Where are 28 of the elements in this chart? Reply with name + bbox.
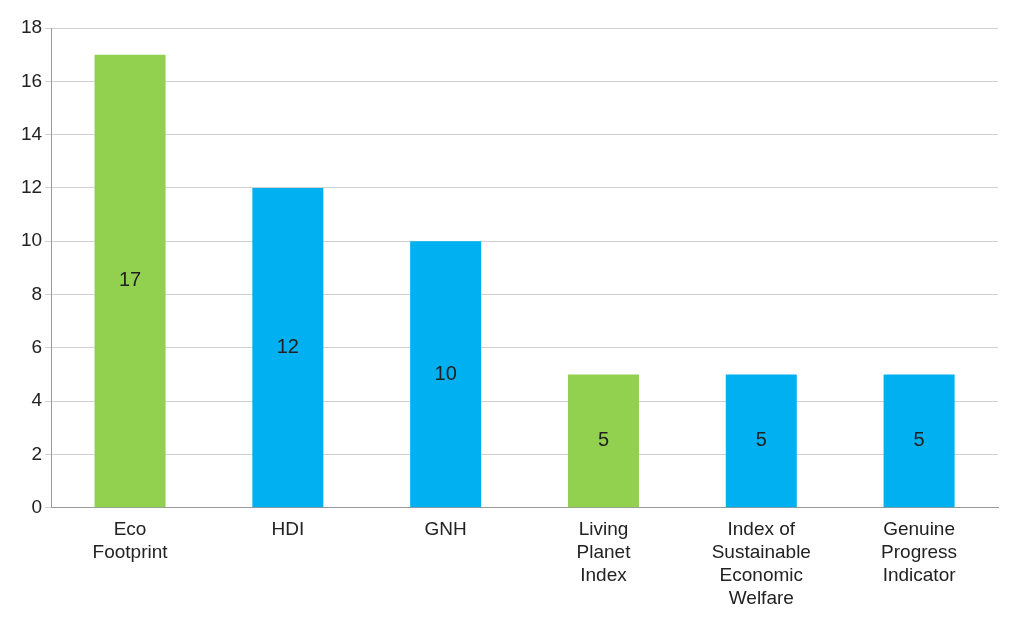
data-label: 10 bbox=[434, 361, 457, 384]
y-tick-label: 10 bbox=[20, 229, 43, 251]
y-tick-label: 16 bbox=[20, 69, 43, 91]
y-tick-label: 8 bbox=[31, 282, 43, 304]
y-tick-label: 4 bbox=[31, 389, 43, 411]
bar bbox=[725, 374, 797, 508]
x-tick-label: GNH bbox=[424, 518, 467, 540]
x-tick-label: Living Planet Index bbox=[576, 518, 632, 586]
y-tick-label: 2 bbox=[31, 442, 43, 464]
x-tick-label: Eco Footprint bbox=[92, 518, 169, 563]
bar bbox=[252, 187, 324, 508]
y-tick-label: 0 bbox=[31, 496, 43, 518]
bar bbox=[410, 241, 482, 508]
x-tick-label: Genuine Progress Indicator bbox=[881, 518, 958, 586]
y-tick-label: 14 bbox=[20, 122, 43, 144]
data-label: 5 bbox=[913, 428, 925, 451]
data-label: 5 bbox=[597, 428, 610, 451]
bar bbox=[883, 374, 955, 508]
data-label: 5 bbox=[755, 428, 767, 451]
data-label: 12 bbox=[276, 335, 299, 358]
data-label: 17 bbox=[118, 268, 142, 291]
bar bbox=[94, 54, 166, 508]
x-tick-label: HDI bbox=[271, 518, 305, 540]
y-tick-label: 12 bbox=[20, 176, 43, 198]
y-tick-label: 18 bbox=[20, 16, 43, 38]
bar bbox=[567, 374, 639, 508]
x-tick-label: Index of Sustainable Economic Welfare bbox=[711, 518, 811, 608]
y-tick-label: 6 bbox=[31, 336, 43, 358]
